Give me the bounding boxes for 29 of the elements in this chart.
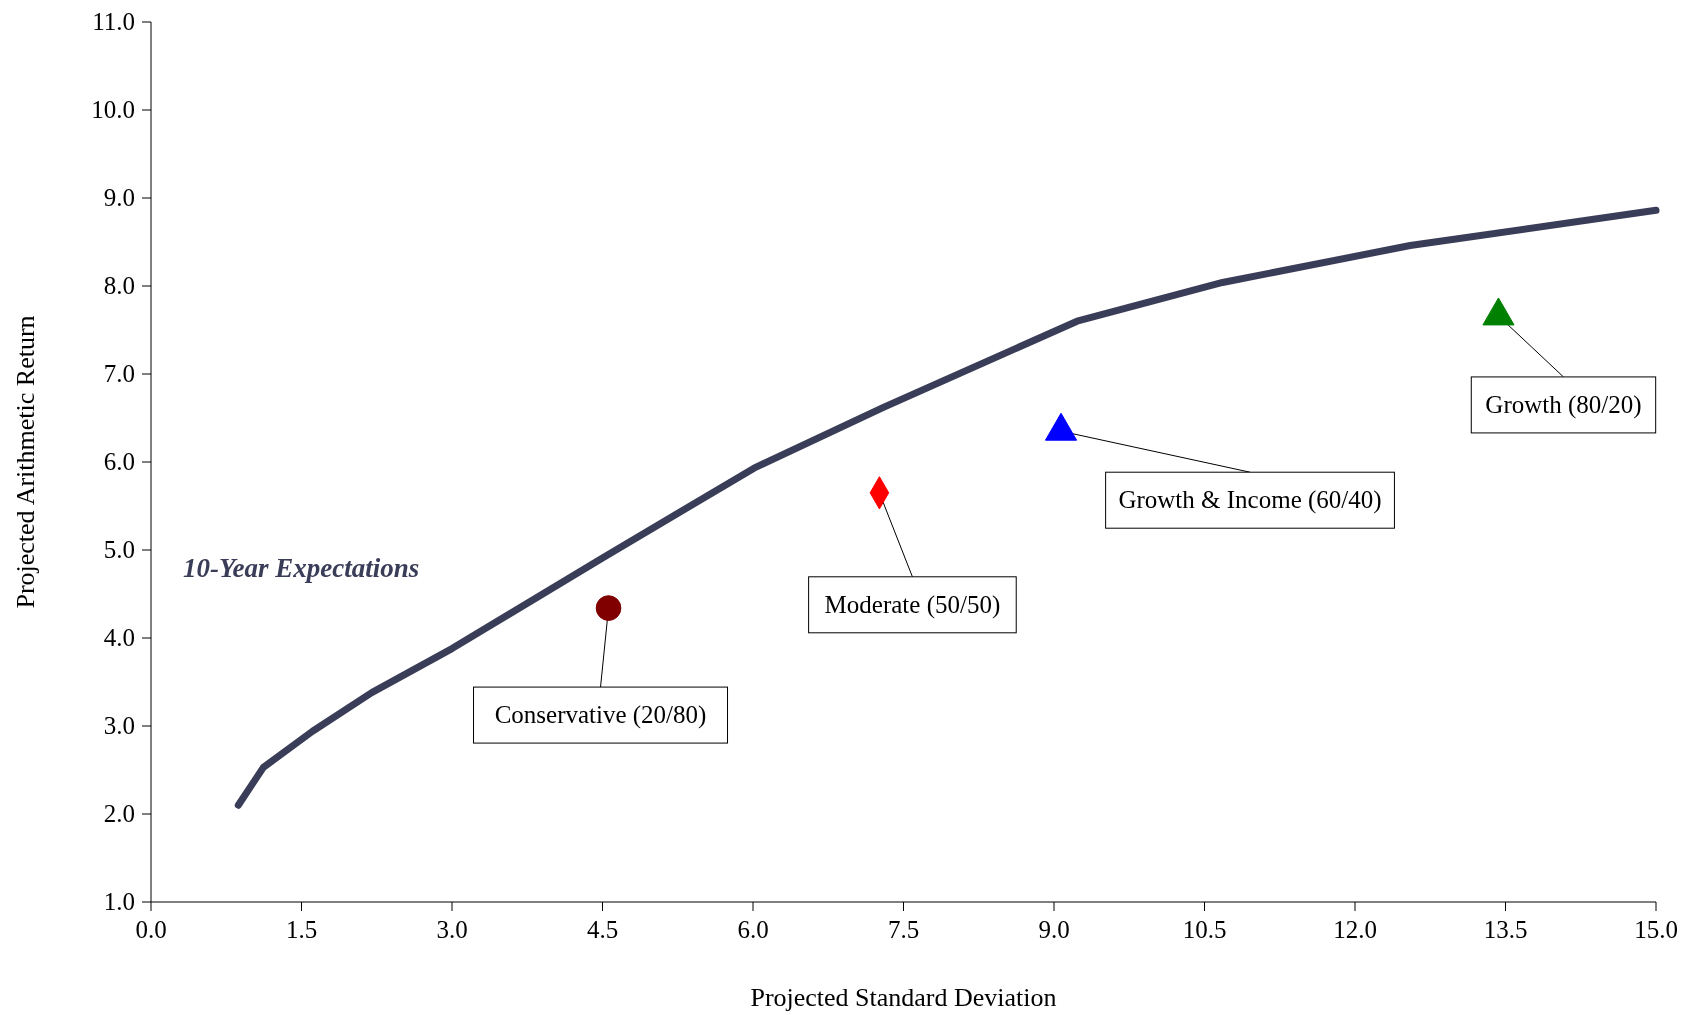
text: Growth & Income (60/40)	[1118, 486, 1382, 515]
annotation: 10-Year Expectations	[183, 553, 420, 583]
x-tick-label: 4.5	[586, 916, 619, 943]
y-tick-label: 9.0	[103, 184, 135, 211]
x-axis-title: Projected Standard Deviation	[750, 983, 1057, 1012]
x-tick-label: 3.0	[436, 916, 468, 943]
y-tick-label: 1.0	[103, 888, 135, 915]
y-tick-label: 6.0	[103, 448, 135, 475]
x-tick-label: 13.5	[1483, 916, 1528, 943]
y-tick-label: 10.0	[91, 96, 135, 123]
x-tick-label: 6.0	[737, 916, 769, 943]
text: Growth (80/20)	[1485, 390, 1642, 419]
y-tick-label: 2.0	[103, 800, 135, 827]
text: Conservative (20/80)	[494, 701, 707, 730]
x-tick-label: 1.5	[285, 916, 318, 943]
text: Moderate (50/50)	[824, 590, 1001, 619]
x-tick-label: 15.0	[1634, 916, 1678, 943]
x-tick-label: 9.0	[1038, 916, 1070, 943]
y-tick-label: 7.0	[103, 360, 135, 387]
y-tick-label: 4.0	[103, 624, 135, 651]
y-tick-label: 11.0	[92, 8, 135, 35]
x-tick-label: 7.5	[887, 916, 920, 943]
x-tick-label: 0.0	[135, 916, 167, 943]
x-tick-label: 12.0	[1333, 916, 1377, 943]
y-tick-label: 8.0	[103, 272, 135, 299]
y-tick-label: 3.0	[103, 712, 135, 739]
x-tick-label: 10.5	[1182, 916, 1227, 943]
y-axis-title: Projected Arithmetic Return	[11, 315, 40, 609]
y-tick-label: 5.0	[103, 536, 135, 563]
